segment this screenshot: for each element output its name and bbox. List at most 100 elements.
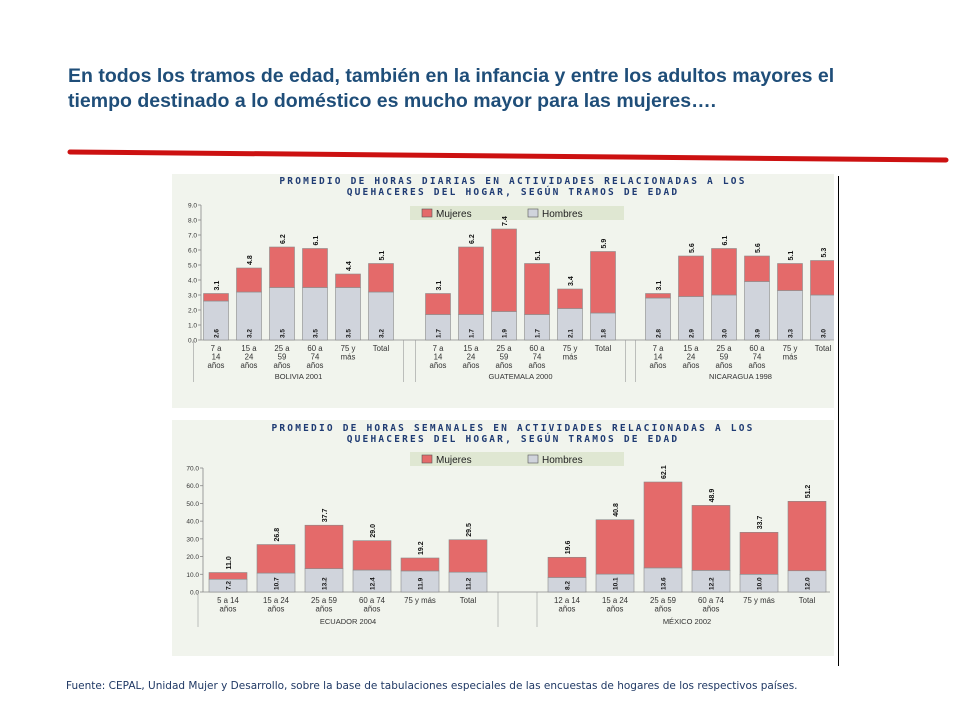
group-country-label: ECUADOR 2004 (320, 617, 376, 626)
bar-mujeres (744, 255, 770, 282)
y-tick-label: 3.0 (188, 293, 197, 300)
x-category-label: 25 a (716, 344, 732, 353)
legend-swatch-hombres (527, 208, 539, 218)
data-label-hombres: 7.2 (226, 581, 233, 590)
y-tick-label: 2.0 (188, 308, 197, 315)
x-category-label: 59 (720, 353, 729, 362)
x-category-label: 60 a (529, 344, 545, 353)
y-tick-label: 4.0 (188, 278, 197, 285)
y-tick-label: 8.0 (188, 218, 197, 225)
bar-hombres (236, 291, 262, 341)
data-label-hombres: 11.9 (418, 577, 425, 590)
bar-mujeres (269, 246, 295, 288)
group-country-label: MÉXICO 2002 (663, 617, 711, 626)
data-label-hombres: 3.0 (821, 329, 828, 338)
data-label-total: 33.7 (757, 516, 764, 530)
data-label-total: 5.1 (379, 251, 386, 261)
bar-hombres (368, 291, 394, 341)
x-category-label: años (703, 605, 720, 614)
data-label-hombres: 3.0 (722, 329, 729, 338)
bar-mujeres (208, 572, 248, 580)
chart-title-line: QUEHACERES DEL HOGAR, SEGÚN TRAMOS DE ED… (347, 433, 680, 445)
group-country-label: BOLIVIA 2001 (275, 372, 323, 381)
bar-hombres (643, 567, 683, 593)
data-label-total: 26.8 (274, 528, 281, 542)
legend-box (410, 206, 624, 220)
legend-label-hombres: Hombres (542, 209, 583, 220)
bar-mujeres (335, 273, 361, 288)
data-label-total: 4.8 (247, 255, 254, 265)
bar-hombres (425, 314, 451, 341)
x-category-label: años (463, 361, 480, 370)
x-category-label: 60 a (749, 344, 765, 353)
data-label-hombres: 1.7 (436, 329, 443, 338)
x-category-label: años (268, 605, 285, 614)
legend: Mujeres Hombres (410, 206, 624, 220)
data-label-hombres: 1.7 (469, 329, 476, 338)
x-category-label: años (241, 361, 258, 370)
data-label-total: 3.1 (436, 281, 443, 291)
bar-hombres (524, 314, 550, 341)
data-label-total: 37.7 (322, 508, 329, 522)
x-category-label: años (364, 605, 381, 614)
data-label-hombres: 11.2 (466, 577, 473, 590)
data-label-hombres: 10.1 (613, 577, 620, 590)
bar-mujeres (491, 228, 517, 312)
data-label-hombres: 8.2 (565, 581, 572, 590)
data-label-total: 5.6 (689, 243, 696, 253)
x-category-label: 74 (311, 353, 320, 362)
bar-mujeres (691, 505, 731, 571)
x-category-label: 60 a (307, 344, 323, 353)
data-label-hombres: 3.3 (788, 329, 795, 338)
data-label-hombres: 12.4 (370, 577, 377, 590)
legend-swatch-mujeres (421, 208, 433, 218)
bar-mujeres (787, 501, 827, 572)
data-label-hombres: 2.1 (568, 329, 575, 338)
y-tick-label: 1.0 (188, 323, 197, 330)
x-category-label: 24 (245, 353, 254, 362)
data-label-total: 6.2 (469, 234, 476, 244)
y-tick-label: 50.0 (186, 501, 199, 508)
x-category-label: años (607, 605, 624, 614)
data-label-hombres: 3.5 (346, 329, 353, 338)
x-category-label: 60 a 74 (359, 596, 386, 605)
bar-hombres (491, 311, 517, 341)
data-label-total: 29.0 (370, 524, 377, 538)
x-category-label: 14 (654, 353, 663, 362)
data-label-hombres: 1.7 (535, 329, 542, 338)
bar-mujeres (448, 539, 488, 573)
data-label-total: 7.4 (502, 216, 509, 226)
y-tick-label: 60.0 (186, 483, 199, 490)
data-label-total: 29.5 (466, 523, 473, 537)
legend: Mujeres Hombres (410, 452, 624, 466)
x-category-label: 14 (434, 353, 443, 362)
x-category-label: años (749, 361, 766, 370)
group-country-label: NICARAGUA 1998 (709, 372, 772, 381)
vertical-divider (838, 176, 839, 666)
x-category-label: años (529, 361, 546, 370)
data-label-hombres: 3.2 (379, 329, 386, 338)
x-category-label: años (716, 361, 733, 370)
data-label-total: 11.0 (226, 556, 233, 569)
bar-mujeres (524, 263, 550, 315)
weekly-hours-chart: PROMEDIO DE HORAS SEMANALES EN ACTIVIDAD… (172, 420, 834, 656)
y-tick-label: 6.0 (188, 248, 197, 255)
x-category-label: 7 a (211, 344, 223, 353)
x-category-label: 74 (533, 353, 542, 362)
x-category-label: años (274, 361, 291, 370)
x-category-label: 74 (753, 353, 762, 362)
daily-hours-chart: PROMEDIO DE HORAS DIARIAS EN ACTIVIDADES… (172, 174, 834, 408)
x-category-label: años (208, 361, 225, 370)
x-category-label: años (316, 605, 333, 614)
x-category-label: años (559, 605, 576, 614)
x-category-label: años (430, 361, 447, 370)
data-label-hombres: 10.0 (757, 577, 764, 590)
x-category-label: 15 a (683, 344, 699, 353)
y-tick-label: 30.0 (186, 536, 199, 543)
data-label-hombres: 13.2 (322, 577, 329, 590)
data-label-total: 62.1 (661, 465, 668, 479)
data-label-total: 5.3 (821, 248, 828, 258)
bar-mujeres (400, 557, 440, 572)
data-label-total: 5.6 (755, 243, 762, 253)
x-category-label: 59 (278, 353, 287, 362)
